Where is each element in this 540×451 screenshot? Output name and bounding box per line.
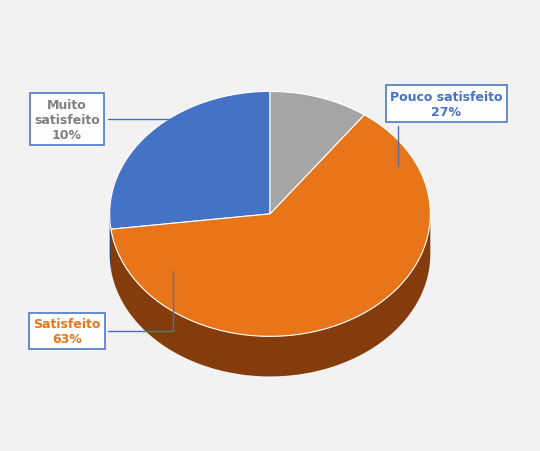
Polygon shape xyxy=(110,215,111,270)
Text: Satisfeito
63%: Satisfeito 63% xyxy=(33,271,173,345)
Text: Muito
satisfeito
10%: Muito satisfeito 10% xyxy=(34,98,187,141)
Polygon shape xyxy=(111,215,430,377)
Polygon shape xyxy=(110,92,270,230)
Text: Pouco satisfeito
27%: Pouco satisfeito 27% xyxy=(390,91,503,166)
Polygon shape xyxy=(270,92,364,214)
Polygon shape xyxy=(111,115,430,336)
